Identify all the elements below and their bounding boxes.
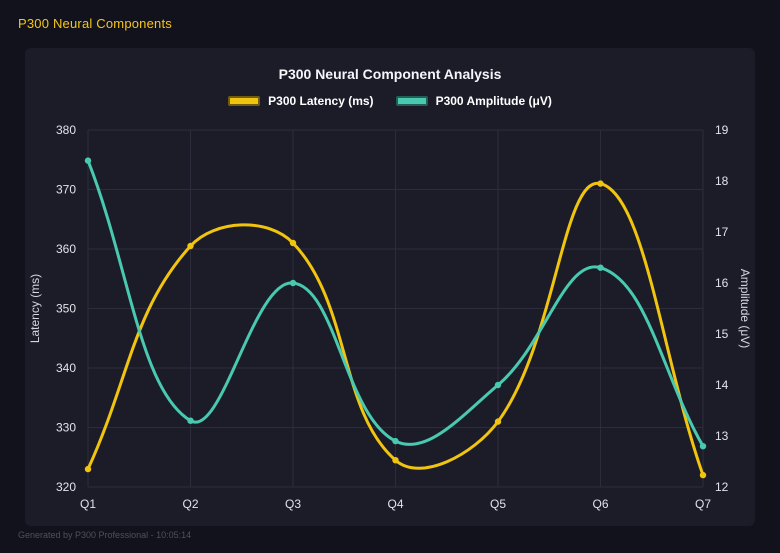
data-point xyxy=(289,239,297,247)
legend: P300 Latency (ms) P300 Amplitude (μV) xyxy=(25,94,755,108)
svg-text:330: 330 xyxy=(56,421,76,435)
legend-item-latency[interactable]: P300 Latency (ms) xyxy=(228,94,374,108)
right-axis-title: Amplitude (μV) xyxy=(738,269,752,349)
data-point xyxy=(392,437,399,445)
legend-label-amplitude: P300 Amplitude (μV) xyxy=(435,94,552,108)
svg-text:Q7: Q7 xyxy=(695,497,711,511)
header-title: P300 Neural Components xyxy=(18,16,172,31)
svg-text:Q3: Q3 xyxy=(285,497,301,511)
data-point xyxy=(84,465,92,473)
legend-label-latency: P300 Latency (ms) xyxy=(268,94,374,108)
data-point xyxy=(392,457,399,464)
svg-text:18: 18 xyxy=(715,174,729,188)
data-point xyxy=(494,418,502,425)
latency-series xyxy=(84,180,707,479)
data-point xyxy=(597,180,604,187)
svg-text:Q5: Q5 xyxy=(490,497,506,511)
amplitude-series-swatch xyxy=(395,96,428,106)
data-point xyxy=(699,443,707,450)
data-point xyxy=(289,279,297,287)
amplitude-series xyxy=(84,157,707,450)
svg-text:320: 320 xyxy=(56,480,76,494)
svg-text:Q2: Q2 xyxy=(182,497,198,511)
svg-text:17: 17 xyxy=(715,225,729,239)
svg-text:13: 13 xyxy=(715,429,729,443)
data-point xyxy=(84,157,92,164)
svg-text:370: 370 xyxy=(56,183,76,197)
svg-text:19: 19 xyxy=(715,123,729,137)
svg-text:14: 14 xyxy=(715,378,729,392)
svg-text:12: 12 xyxy=(715,480,729,494)
latency-series-swatch xyxy=(228,96,261,106)
left-axis-title: Latency (ms) xyxy=(28,274,42,343)
data-point xyxy=(494,381,502,389)
svg-text:Q6: Q6 xyxy=(592,497,608,511)
right-axis-tick-labels: 12 13 14 15 16 17 18 19 xyxy=(715,123,729,494)
svg-text:Q4: Q4 xyxy=(387,497,403,511)
svg-text:350: 350 xyxy=(56,302,76,316)
grid-lines xyxy=(87,129,704,488)
svg-text:360: 360 xyxy=(56,242,76,256)
left-axis-tick-labels: 320 330 340 350 360 370 380 xyxy=(56,123,76,494)
chart-panel: P300 Neural Component Analysis P300 Late… xyxy=(25,48,755,526)
legend-item-amplitude[interactable]: P300 Amplitude (μV) xyxy=(395,94,552,108)
svg-text:380: 380 xyxy=(56,123,76,137)
chart-title: P300 Neural Component Analysis xyxy=(278,66,502,82)
data-point xyxy=(699,471,707,479)
footer-note: Generated by P300 Professional - 10:05:1… xyxy=(18,530,192,540)
svg-text:16: 16 xyxy=(715,276,729,290)
data-point xyxy=(597,264,604,271)
svg-text:Q1: Q1 xyxy=(80,497,96,511)
data-point xyxy=(187,417,194,424)
svg-text:15: 15 xyxy=(715,327,729,341)
x-axis-category-labels: Q1 Q2 Q3 Q4 Q5 Q6 Q7 xyxy=(80,497,711,511)
svg-text:340: 340 xyxy=(56,361,76,375)
data-point xyxy=(187,242,194,250)
